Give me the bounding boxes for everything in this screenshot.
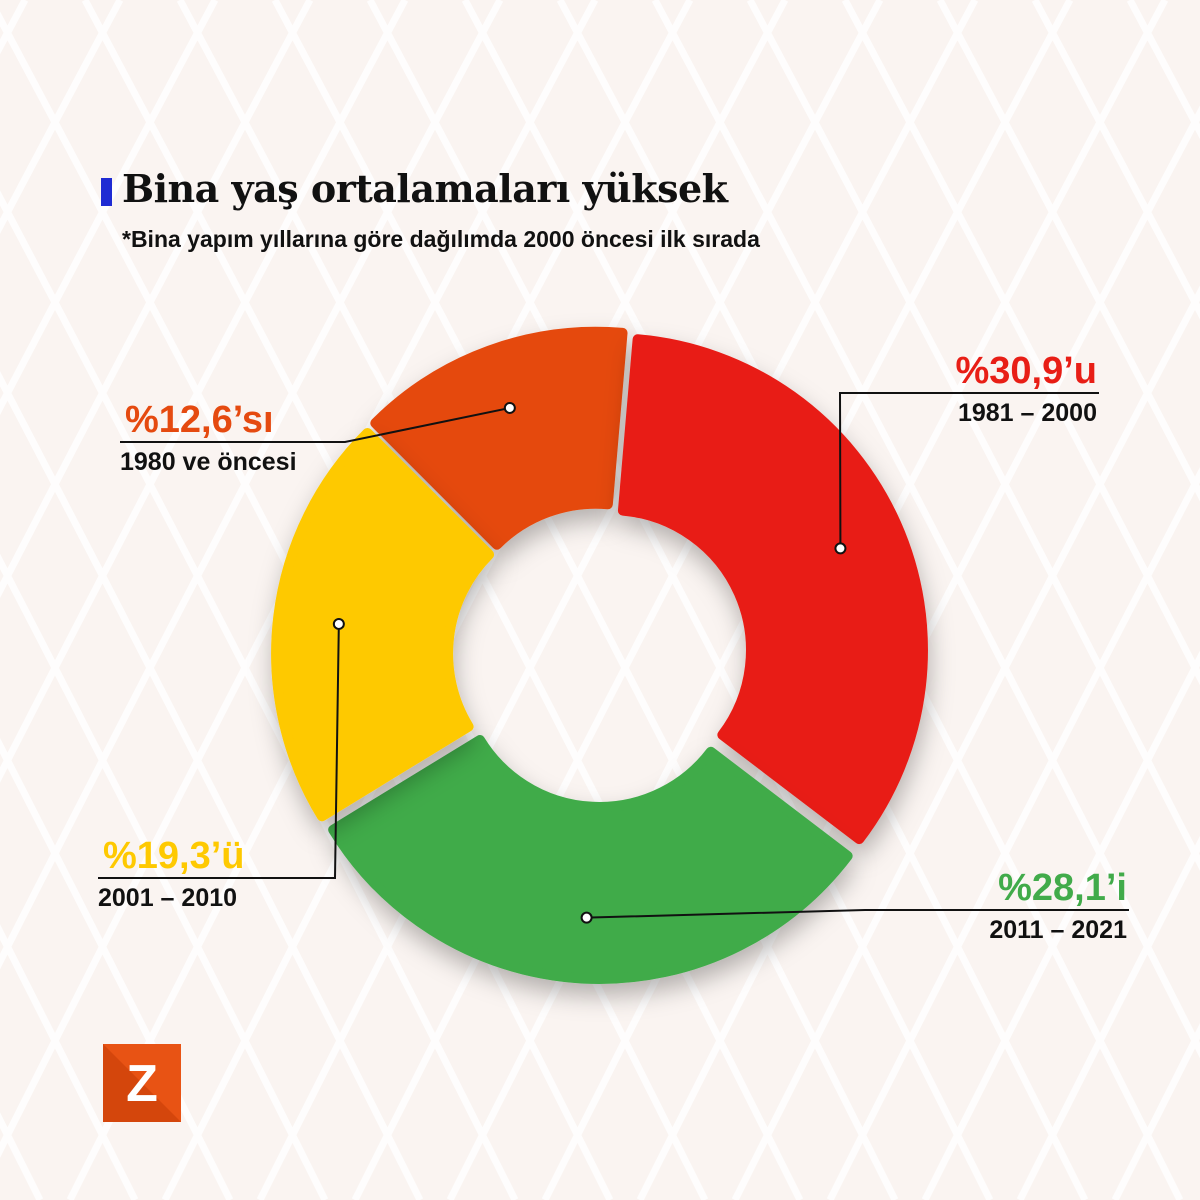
slice-value-label-1: %12,6’sı — [125, 399, 274, 441]
donut-slice-4 — [271, 427, 495, 822]
leader-line-4 — [98, 623, 340, 879]
slice-category-label-2: 1981 – 2000 — [958, 399, 1097, 427]
logo-letter: Z — [126, 1055, 158, 1113]
title-accent-bar — [101, 178, 112, 206]
slice-category-label-4: 2001 – 2010 — [98, 884, 237, 912]
leader-line-3 — [586, 909, 1129, 919]
donut-slice-2 — [617, 334, 928, 845]
donut-slice-1 — [370, 326, 628, 550]
slice-marker-4 — [332, 617, 345, 630]
leader-line-1 — [120, 406, 511, 443]
chart-title: Bina yaş ortalamaları yüksek — [122, 166, 728, 211]
slice-marker-2 — [834, 542, 847, 555]
slice-value-label-2: %30,9’u — [955, 350, 1097, 392]
donut-slice-3 — [328, 735, 853, 984]
slice-marker-3 — [580, 911, 593, 924]
brand-logo: Z — [103, 1044, 181, 1122]
slice-category-label-1: 1980 ve öncesi — [120, 448, 297, 476]
chart-subtitle: *Bina yapım yıllarına göre dağılımda 200… — [122, 226, 760, 252]
slice-marker-1 — [503, 401, 516, 414]
leader-line-2 — [838, 392, 1099, 549]
slice-category-label-3: 2011 – 2021 — [989, 916, 1127, 944]
slice-value-label-4: %19,3’ü — [103, 835, 245, 877]
slice-value-label-3: %28,1’i — [998, 867, 1127, 909]
